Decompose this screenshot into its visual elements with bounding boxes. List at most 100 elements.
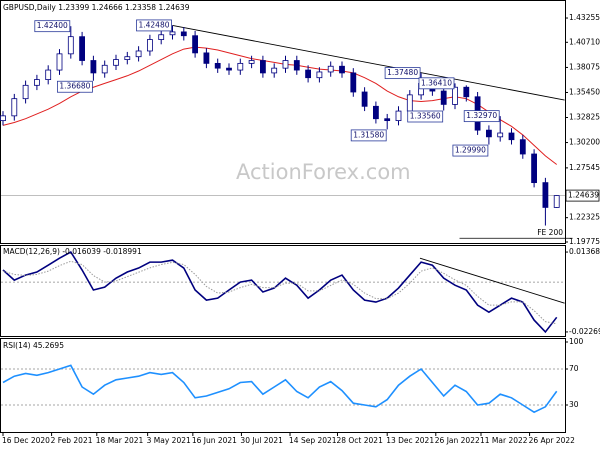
y-tick-label: 1.40710	[569, 37, 600, 46]
candle-body	[452, 86, 458, 105]
candle-body	[226, 67, 232, 71]
annotation-box	[418, 77, 455, 90]
candle-body	[384, 118, 391, 122]
annotation-box	[452, 144, 489, 157]
x-tick-label: 16 Dec 2020	[2, 436, 50, 445]
candle-body	[180, 31, 187, 37]
candle-body	[67, 36, 74, 55]
candle-body	[440, 90, 447, 105]
candle-body	[237, 62, 244, 71]
candle-body	[259, 60, 266, 74]
annotation-label: 1.42480	[138, 20, 169, 29]
rsi-panel	[0, 338, 566, 433]
x-tick-label: 14 Sep 2021	[289, 436, 337, 445]
annotation-label: 1.33560	[410, 112, 441, 121]
candle-body	[169, 31, 176, 36]
y-tick-label: 1.43255	[569, 13, 600, 22]
candle-body	[56, 53, 63, 71]
annotation-box	[384, 67, 421, 80]
candle-body	[463, 86, 470, 98]
candle-body	[542, 182, 549, 208]
candle-body	[124, 56, 131, 60]
candle-body	[316, 71, 323, 79]
candle-body	[553, 195, 560, 208]
macd-panel	[0, 245, 566, 337]
fe-label: FE 200	[537, 228, 563, 237]
candle-body	[372, 105, 379, 120]
annotation-label: 1.37480	[387, 68, 418, 77]
candle-body	[519, 139, 526, 155]
candle-body	[361, 91, 368, 107]
y-tick-label: 0.013686	[569, 247, 600, 256]
x-tick-label: 28 Oct 2021	[336, 436, 383, 445]
annotation-box	[463, 110, 500, 123]
x-tick-label: 26 Jan 2022	[435, 436, 480, 445]
x-tick-label: 13 Dec 2021	[386, 436, 434, 445]
annotation-box	[350, 129, 387, 142]
annotation-label: 1.29990	[455, 146, 486, 155]
candle-body	[350, 72, 357, 93]
x-tick-label: 3 May 2021	[147, 436, 191, 445]
y-tick-label: 1.19775	[569, 237, 600, 246]
candle-body	[305, 69, 312, 79]
annotation-label: 1.36410	[421, 78, 452, 87]
annotation-label: 1.42400	[37, 21, 68, 30]
annotation-label: 1.32970	[466, 111, 497, 120]
price-tag-label: 1.24639	[568, 191, 599, 200]
candle-body	[395, 110, 402, 122]
candle-body	[135, 50, 142, 58]
candle-body	[531, 153, 537, 184]
candle-body	[158, 34, 165, 40]
watermark: ActionForex.com	[236, 160, 411, 184]
candle-body	[271, 67, 278, 74]
candle-body	[327, 65, 334, 73]
candle-body	[22, 84, 29, 100]
candle-body	[203, 52, 210, 64]
annotation-box	[34, 20, 71, 33]
rsi-header: RSI(14) 45.2695	[3, 341, 64, 350]
trendline	[419, 257, 565, 304]
x-tick-label: 18 Mar 2021	[96, 436, 144, 445]
candle-body	[34, 79, 40, 86]
annotation-box	[136, 19, 172, 32]
candle-body	[146, 39, 153, 52]
candle-body	[214, 62, 221, 69]
y-tick-label: 70	[569, 364, 579, 373]
y-tick-label: 100	[569, 337, 584, 346]
indicator-line	[2, 250, 558, 334]
annotation-box	[57, 80, 93, 93]
y-tick-label: 30	[569, 400, 579, 409]
x-tick-label: 11 Mar 2022	[480, 436, 528, 445]
candle-body	[101, 64, 108, 74]
y-tick-label: 1.27545	[569, 163, 600, 172]
y-tick-label: 1.30200	[569, 138, 600, 147]
price-tag	[565, 189, 600, 202]
candle-body	[485, 129, 492, 138]
candle-body	[113, 59, 119, 66]
candle-body	[282, 60, 289, 69]
x-tick-label: 30 Jul 2021	[240, 436, 283, 445]
candle-body	[293, 60, 300, 71]
candle-body	[79, 36, 85, 61]
indicator-line	[2, 260, 557, 325]
y-tick-label: 1.22325	[569, 213, 600, 222]
candle-body	[508, 132, 515, 141]
candle-body	[45, 69, 52, 80]
macd-header: MACD(12,26,9) -0.016039 -0.018991	[3, 247, 142, 256]
y-tick-label: 1.38075	[569, 62, 600, 71]
y-tick-label: 1.35450	[569, 87, 600, 96]
candle-body	[192, 35, 199, 54]
moving-average	[2, 46, 558, 165]
y-tick-label: -0.022698	[569, 327, 600, 336]
trendline	[172, 24, 565, 101]
price-header: GBPUSD,Daily 1.23399 1.24666 1.23358 1.2…	[3, 3, 190, 12]
candle-body	[90, 60, 97, 74]
candle-body	[11, 98, 18, 117]
y-tick-label: 1.32825	[569, 113, 600, 122]
candle-body	[248, 60, 255, 64]
annotation-box	[407, 110, 444, 123]
candle-body	[406, 94, 413, 112]
x-tick-label: 26 Apr 2022	[529, 436, 576, 445]
